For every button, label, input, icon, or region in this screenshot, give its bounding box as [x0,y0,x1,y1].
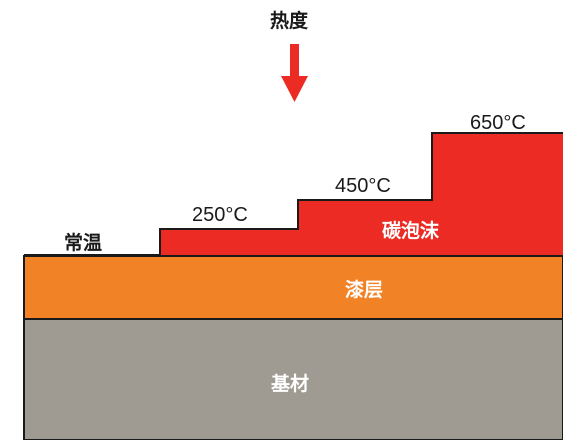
temperature-step-line [24,132,563,256]
temperature-250-label: 250°C [192,204,248,226]
paint-layer [23,255,563,320]
temperature-ambient-label: 常温 [64,232,103,254]
carbon-foam-label: 碳泡沫 [382,220,440,242]
substrate-label: 基材 [271,373,310,395]
heat-label: 热度 [270,10,309,32]
arrow-down-icon [281,44,308,102]
paint-layer-label: 漆层 [345,279,384,301]
carbon-foam-layer [160,133,563,256]
temperature-650-label: 650°C [470,112,526,134]
temperature-450-label: 450°C [335,175,391,197]
substrate-layer [23,318,563,440]
